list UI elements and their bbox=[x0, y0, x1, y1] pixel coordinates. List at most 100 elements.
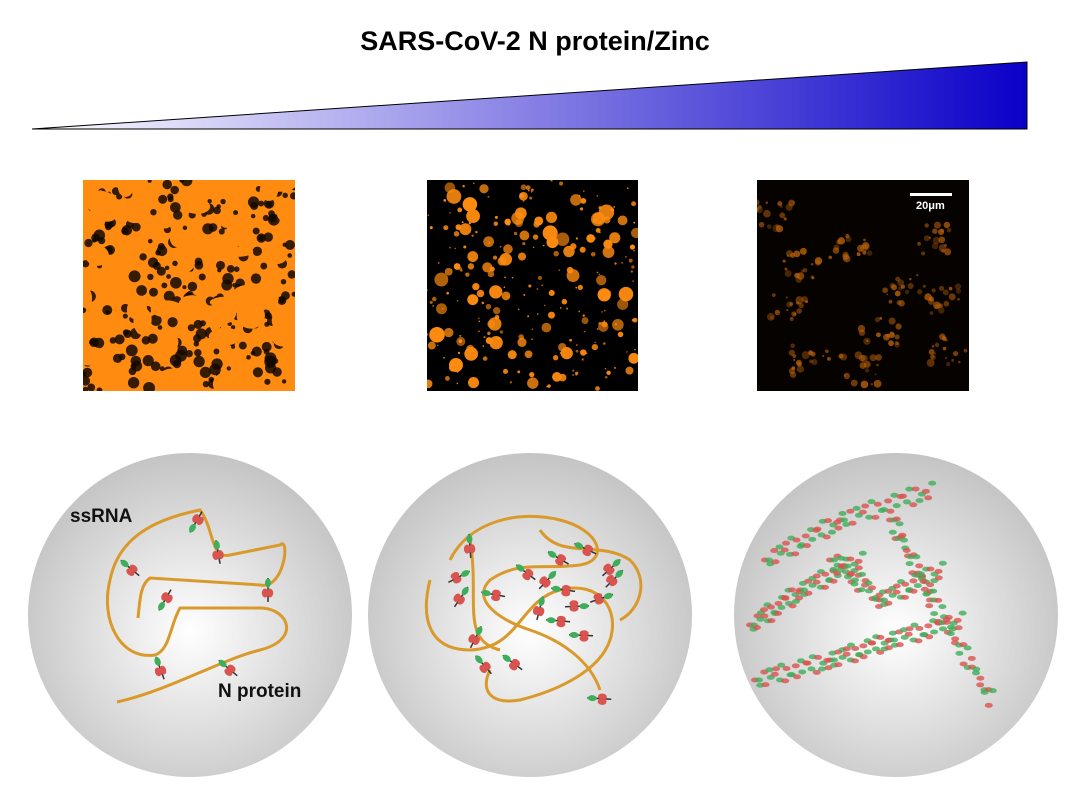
aggregate bbox=[954, 283, 962, 290]
n-protein-fibril bbox=[911, 486, 920, 492]
n-protein-fibril bbox=[929, 588, 938, 594]
n-protein-fibril bbox=[771, 559, 780, 565]
n-protein-fibril bbox=[976, 682, 985, 688]
n-protein-fibril bbox=[876, 634, 885, 640]
condensate-droplet bbox=[631, 265, 635, 269]
condensate-droplet bbox=[270, 324, 295, 347]
aggregate bbox=[874, 317, 881, 323]
n-protein-fibril bbox=[972, 666, 981, 672]
dark-gap bbox=[287, 253, 293, 258]
condensate-droplet bbox=[220, 231, 243, 248]
condensate-droplet bbox=[536, 313, 539, 315]
n-protein-fibril bbox=[814, 654, 822, 660]
condensate-droplet bbox=[220, 246, 254, 257]
condensate-droplet bbox=[558, 343, 567, 352]
n-protein-fibril bbox=[939, 626, 947, 632]
n-protein-fibril bbox=[909, 502, 918, 508]
n-protein-fibril bbox=[902, 547, 911, 553]
n-protein-fibril bbox=[782, 540, 790, 546]
dark-gap bbox=[114, 334, 125, 345]
dark-gap bbox=[252, 246, 263, 257]
n-protein-fibril bbox=[857, 587, 866, 593]
condensate-droplet bbox=[276, 201, 295, 224]
condensate-droplet bbox=[465, 272, 470, 277]
condensate-droplet bbox=[634, 358, 637, 360]
condensate-droplet bbox=[427, 379, 433, 389]
condensate-droplet bbox=[613, 206, 616, 208]
condensate-droplet bbox=[462, 197, 478, 212]
condensate-droplet bbox=[534, 216, 544, 226]
n-protein-fibril bbox=[901, 594, 909, 600]
n-protein-fibril bbox=[774, 600, 783, 606]
n-protein-ctd bbox=[522, 572, 531, 581]
condensate-droplet bbox=[570, 194, 582, 206]
aggregate bbox=[938, 303, 944, 309]
condensate-droplet bbox=[527, 189, 530, 192]
condensate-droplet bbox=[515, 219, 523, 228]
condensate-droplet bbox=[467, 251, 479, 262]
n-protein-fibril bbox=[838, 510, 847, 516]
n-protein-fibril bbox=[824, 665, 833, 671]
dark-gap bbox=[150, 361, 161, 372]
n-protein-fibril bbox=[812, 579, 821, 585]
condensate-droplet bbox=[461, 221, 464, 224]
aggregate bbox=[771, 293, 776, 297]
dark-gap bbox=[179, 180, 185, 183]
dark-gap bbox=[291, 291, 295, 297]
condensate-droplet bbox=[214, 296, 237, 324]
dark-gap bbox=[157, 242, 165, 251]
dark-gap bbox=[281, 379, 287, 384]
dark-gap bbox=[194, 349, 202, 357]
n-protein-fibril bbox=[842, 646, 851, 652]
n-protein-ntd bbox=[516, 564, 525, 572]
n-protein-dimer bbox=[448, 570, 470, 584]
condensate-droplet bbox=[432, 304, 435, 307]
condensate-droplet bbox=[487, 331, 491, 335]
aggregate bbox=[924, 223, 929, 228]
condensate-droplet bbox=[483, 236, 495, 248]
scale-bar bbox=[910, 193, 952, 196]
n-protein-dimer bbox=[605, 569, 624, 588]
dark-gap bbox=[131, 360, 143, 372]
n-protein-fibril bbox=[884, 498, 893, 504]
dark-gap bbox=[163, 290, 175, 302]
n-protein-fibril bbox=[782, 665, 791, 671]
n-protein-fibril bbox=[925, 603, 934, 609]
dark-gap bbox=[218, 228, 225, 235]
condensate-droplet bbox=[617, 331, 624, 338]
condensate-droplet bbox=[494, 314, 500, 320]
condensate-droplet bbox=[457, 207, 463, 213]
condensate-droplet bbox=[117, 180, 134, 197]
condensate-droplet bbox=[150, 300, 183, 318]
aggregate bbox=[763, 209, 771, 218]
condensate-droplet bbox=[523, 293, 526, 296]
aggregate bbox=[958, 360, 961, 364]
condensate-droplet bbox=[575, 373, 578, 376]
condensate-droplet bbox=[633, 249, 635, 252]
aggregate bbox=[792, 201, 795, 204]
aggregate bbox=[943, 221, 951, 229]
n-protein-fibril bbox=[934, 575, 943, 581]
condensate-droplet bbox=[466, 344, 475, 353]
n-protein-fibril bbox=[934, 568, 943, 574]
n-protein-dimer bbox=[590, 592, 614, 605]
aggregate bbox=[790, 343, 795, 349]
dark-gap bbox=[149, 287, 158, 297]
aggregate bbox=[783, 217, 787, 221]
dark-gap bbox=[167, 317, 178, 328]
aggregate bbox=[788, 349, 795, 356]
aggregate bbox=[963, 348, 968, 353]
dark-gap bbox=[282, 192, 288, 199]
aggregate bbox=[802, 268, 808, 273]
condensate-droplet bbox=[536, 288, 539, 291]
n-protein-ctd bbox=[468, 544, 476, 554]
condensate-droplet bbox=[518, 191, 528, 201]
micrograph-low bbox=[83, 180, 295, 391]
n-protein-fibril bbox=[876, 649, 885, 655]
n-protein-ctd bbox=[224, 668, 233, 677]
dark-gap bbox=[221, 279, 233, 291]
aggregate bbox=[944, 338, 948, 342]
condensate-droplet bbox=[594, 341, 596, 344]
condensate-droplet bbox=[517, 252, 527, 261]
condensate-droplet bbox=[575, 349, 579, 353]
